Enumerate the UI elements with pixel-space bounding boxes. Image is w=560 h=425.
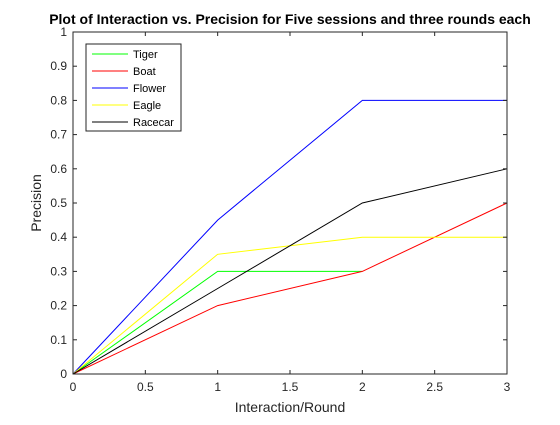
y-tick-label: 0.8 xyxy=(50,93,67,107)
x-tick-label: 1 xyxy=(214,380,221,394)
y-tick-label: 0.9 xyxy=(50,59,67,73)
x-axis-label: Interaction/Round xyxy=(235,399,346,415)
y-tick-label: 0.7 xyxy=(50,128,67,142)
legend-label-racecar: Racecar xyxy=(133,117,174,129)
y-axis-label: Precision xyxy=(28,174,44,232)
x-tick-label: 0.5 xyxy=(137,380,154,394)
y-tick-label: 0.4 xyxy=(50,230,67,244)
legend-label-tiger: Tiger xyxy=(133,49,158,61)
y-tick-label: 0.5 xyxy=(50,196,67,210)
legend-label-flower: Flower xyxy=(133,83,166,95)
y-tick-label: 0.2 xyxy=(50,299,67,313)
x-tick-label: 0 xyxy=(70,380,77,394)
y-tick-label: 0 xyxy=(60,367,67,381)
y-tick-label: 0.6 xyxy=(50,162,67,176)
x-tick-label: 2 xyxy=(359,380,366,394)
legend-label-eagle: Eagle xyxy=(133,100,161,112)
x-tick-label: 1.5 xyxy=(282,380,299,394)
y-tick-label: 0.1 xyxy=(50,333,67,347)
chart-title: Plot of Interaction vs. Precision for Fi… xyxy=(49,11,531,27)
legend: Tiger Boat Flower Eagle Racecar xyxy=(86,44,181,131)
x-tick-label: 3 xyxy=(504,380,511,394)
legend-label-boat: Boat xyxy=(133,66,156,78)
y-tick-label: 1 xyxy=(60,25,67,39)
y-tick-label: 0.3 xyxy=(50,264,67,278)
x-tick-label: 2.5 xyxy=(426,380,443,394)
